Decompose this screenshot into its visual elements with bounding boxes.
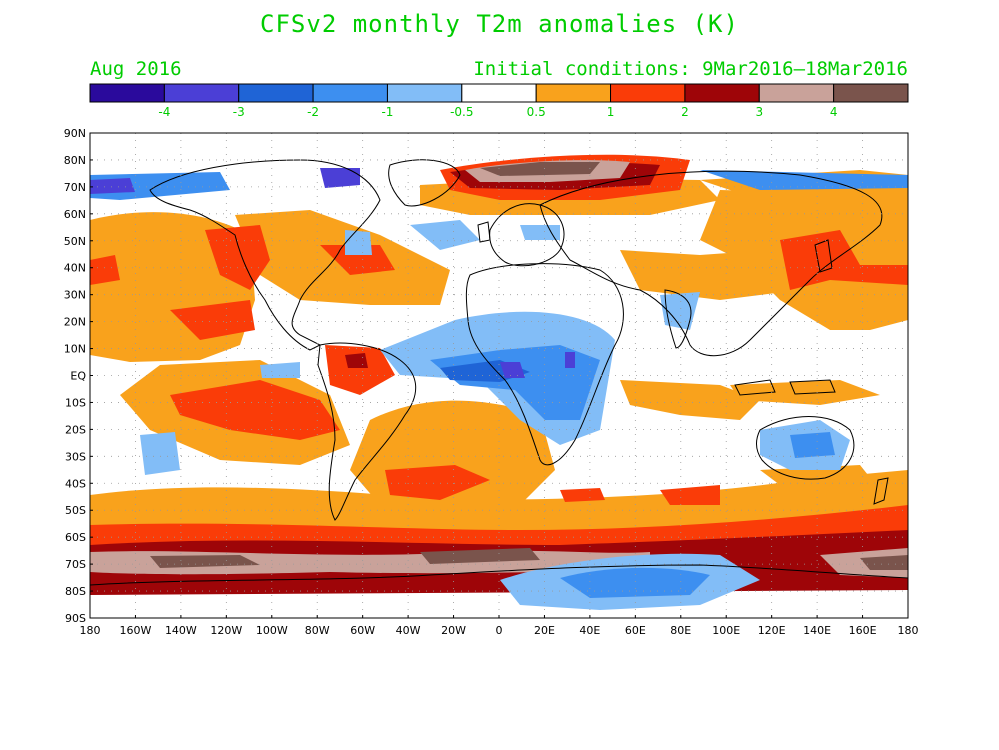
anomaly-field bbox=[90, 154, 908, 610]
legend-tick-label: 1 bbox=[607, 105, 615, 119]
latitude-label: 10S bbox=[65, 396, 86, 409]
warm-region-indian-ocean bbox=[620, 380, 760, 420]
latitude-label: 10N bbox=[64, 343, 86, 356]
latitude-label: 40S bbox=[65, 477, 86, 490]
legend-tick-label: 3 bbox=[755, 105, 763, 119]
coastline-india bbox=[664, 289, 692, 349]
strong-warm-east-asia bbox=[780, 230, 908, 290]
coastline-south-america bbox=[317, 342, 417, 521]
strong-warm-south-atlantic bbox=[385, 465, 490, 500]
legend-tick-label: 4 bbox=[830, 105, 838, 119]
max-warm-antarctic bbox=[150, 548, 908, 570]
longitude-label: 60E bbox=[625, 624, 646, 637]
latitude-label: 40N bbox=[64, 262, 86, 275]
legend-swatch bbox=[833, 83, 909, 103]
warm-region-indonesia bbox=[730, 380, 880, 405]
coastline-antarctica bbox=[90, 564, 908, 586]
map-title: CFSv2 monthly T2m anomalies (K) bbox=[260, 10, 739, 38]
latitude-label: 70N bbox=[64, 181, 86, 194]
latitude-label: 20S bbox=[65, 423, 86, 436]
longitude-label: 180 bbox=[898, 624, 919, 637]
legend-tick-label: 0.5 bbox=[527, 105, 546, 119]
legend-tick-label: -2 bbox=[307, 105, 319, 119]
latitude-label: 60S bbox=[65, 531, 86, 544]
coastline-indonesia bbox=[734, 379, 836, 396]
latitude-label: 80S bbox=[65, 585, 86, 598]
forecast-period: Aug 2016 bbox=[90, 58, 182, 80]
cool-region-antarctica-core bbox=[560, 567, 710, 598]
warm-region-asia bbox=[620, 250, 800, 300]
strong-warm-southern-indian bbox=[560, 485, 720, 505]
longitude-label: 140E bbox=[803, 624, 831, 637]
latitude-label: 90N bbox=[64, 127, 86, 140]
coastlines bbox=[90, 159, 908, 586]
longitude-label: 40E bbox=[579, 624, 600, 637]
latitude-label: 20N bbox=[64, 316, 86, 329]
longitude-label: 40W bbox=[396, 624, 421, 637]
longitude-label: 180 bbox=[80, 624, 101, 637]
longitude-label: 20E bbox=[534, 624, 555, 637]
cool-region-north-atlantic bbox=[410, 220, 560, 250]
latitude-label: 30N bbox=[64, 289, 86, 302]
longitude-label: 160W bbox=[120, 624, 152, 637]
longitude-label: 80W bbox=[305, 624, 330, 637]
cool-region-tropical-max bbox=[500, 352, 575, 378]
latitude-label: 90S bbox=[65, 612, 86, 625]
initial-conditions: Initial conditions: 9Mar2016–18Mar2016 bbox=[473, 58, 908, 80]
legend-tick-label: -4 bbox=[158, 105, 170, 119]
legend-tick-label: 2 bbox=[681, 105, 689, 119]
strong-warm-amazon bbox=[325, 345, 395, 395]
longitude-label: 140W bbox=[165, 624, 197, 637]
latitude-label: 80N bbox=[64, 154, 86, 167]
longitude-label: 120E bbox=[758, 624, 786, 637]
coastline-new-zealand bbox=[873, 477, 889, 505]
coastline-africa bbox=[465, 263, 624, 466]
latitude-label: 60N bbox=[64, 208, 86, 221]
coastline-uk bbox=[477, 221, 491, 243]
latitude-label: 70S bbox=[65, 558, 86, 571]
warm-region-australia-south bbox=[760, 465, 880, 500]
longitude-label: 0 bbox=[496, 624, 503, 637]
longitude-label: 100E bbox=[712, 624, 740, 637]
latitude-label: 30S bbox=[65, 450, 86, 463]
legend-tick-label: -3 bbox=[233, 105, 245, 119]
cool-region-australia-core bbox=[790, 432, 835, 458]
cool-region-south-pacific bbox=[140, 362, 300, 475]
longitude-label: 160E bbox=[849, 624, 877, 637]
legend-tick-label: -1 bbox=[381, 105, 393, 119]
latitude-labels: 90N 80N 70N 60N 50N 40N 30N 20N 10N EQ 10S 20S 30S 40… bbox=[64, 127, 93, 625]
legend-tick-label: -0.5 bbox=[450, 105, 473, 119]
latitude-label: 50S bbox=[65, 504, 86, 517]
longitude-labels: 180 160W 140W 120W 100W 80W 60W 40W 20W 0 20E 40E 60… bbox=[80, 615, 919, 637]
cool-region-arctic-strong bbox=[90, 168, 360, 194]
longitude-label: 120W bbox=[210, 624, 242, 637]
latitude-label: 50N bbox=[64, 235, 86, 248]
strong-warm-north-america bbox=[205, 225, 270, 290]
coastline-europe bbox=[489, 203, 565, 267]
latitude-label: EQ bbox=[70, 370, 86, 383]
coastline-greenland bbox=[388, 159, 461, 207]
coastline-north-america bbox=[149, 159, 381, 351]
strong-warm-pacific-band bbox=[170, 380, 340, 440]
longitude-label: 100W bbox=[256, 624, 288, 637]
longitude-label: 60W bbox=[350, 624, 375, 637]
longitude-label: 20W bbox=[441, 624, 466, 637]
max-warm-arctic bbox=[480, 162, 600, 176]
very-strong-warm-amazon bbox=[345, 353, 368, 368]
strong-warm-north-pacific bbox=[90, 255, 255, 340]
color-legend: -4 -3 -2 -1 -0.5 0.5 1 2 3 4 bbox=[89, 83, 909, 119]
coastline-asia bbox=[539, 170, 883, 357]
longitude-label: 80E bbox=[670, 624, 691, 637]
extreme-warm-antarctic-band-east bbox=[820, 548, 908, 578]
coastline-australia bbox=[756, 416, 855, 480]
cool-region-canada bbox=[345, 230, 372, 255]
